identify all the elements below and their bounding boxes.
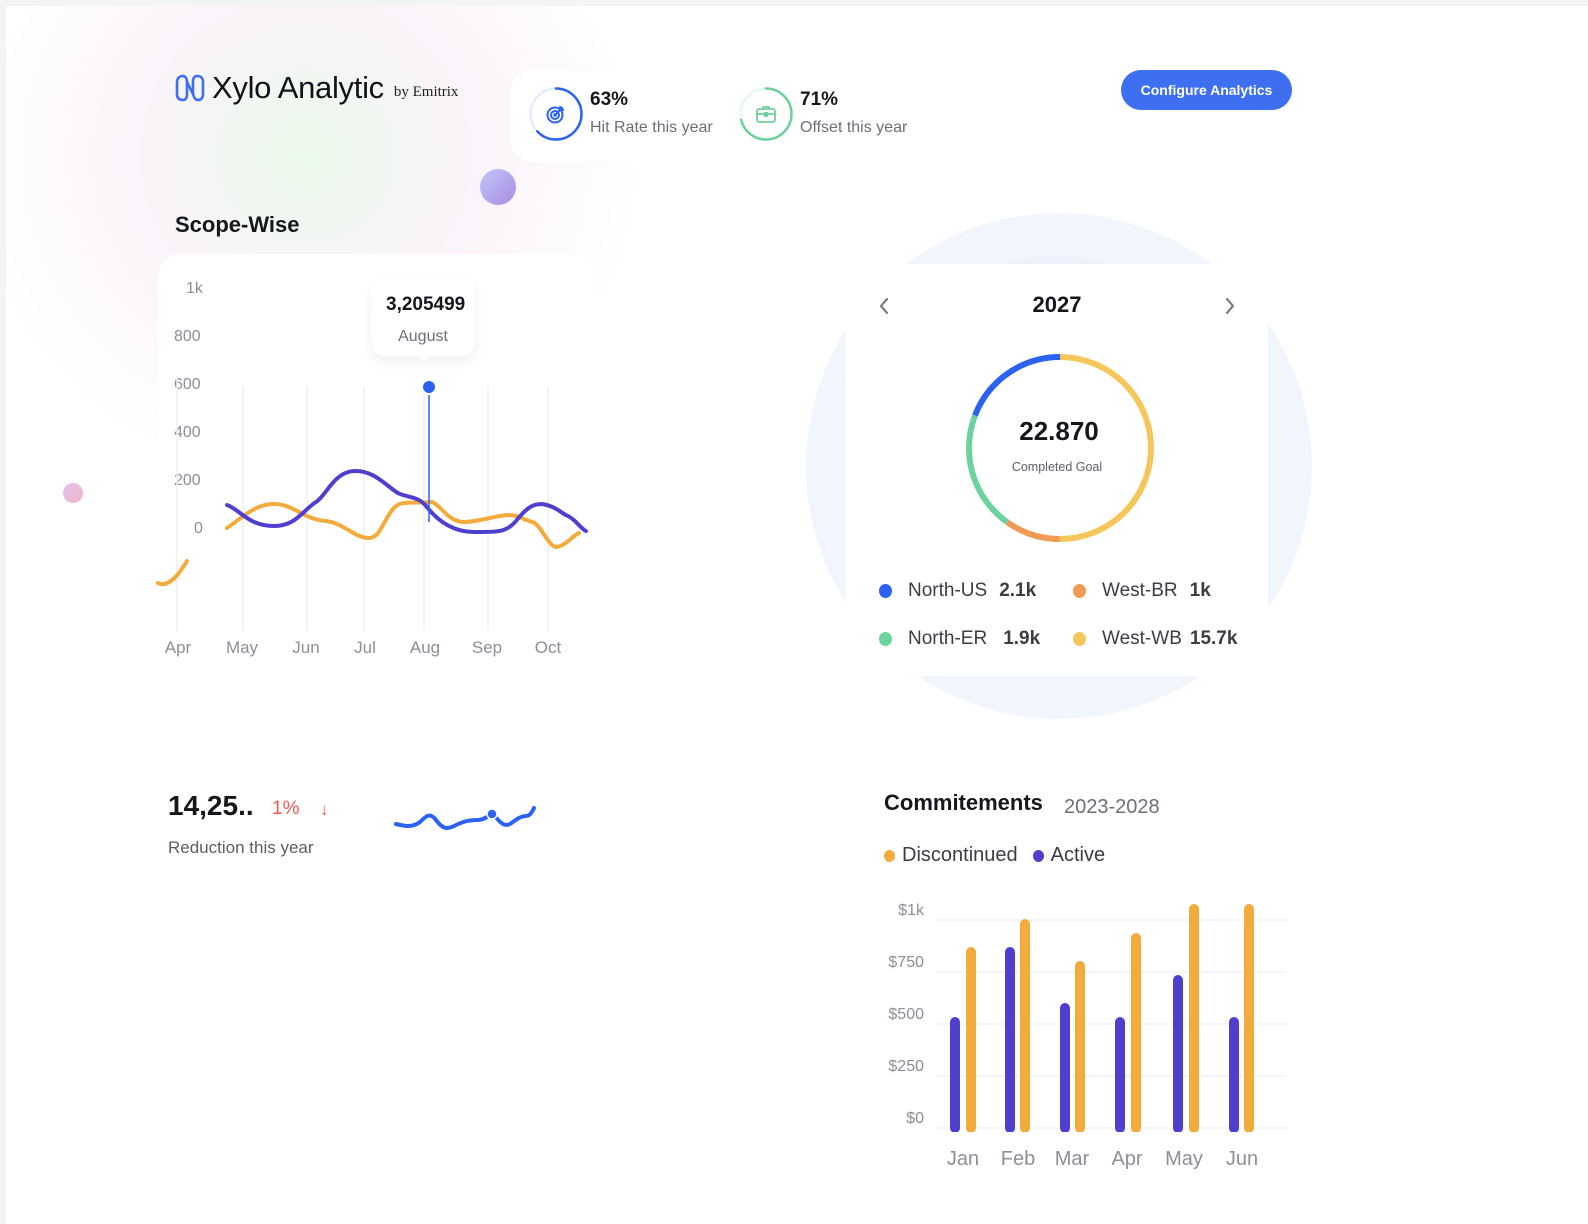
y-tick: $750	[888, 954, 924, 971]
app-title: Xylo Analytic	[212, 70, 384, 105]
y-tick: $1k	[898, 902, 924, 919]
legend-item-north-er: North-ER 1.9k	[879, 628, 1040, 650]
year-next-button[interactable]	[1216, 292, 1244, 320]
tooltip-value: 3,205499	[386, 294, 466, 315]
x-tick: Aug	[409, 638, 441, 657]
configure-analytics-button[interactable]: Configure Analytics	[1121, 70, 1292, 110]
dashboard-page: Xylo Analytic by Emitrix 63% Hit Rate	[6, 6, 1588, 1224]
y-tick: 200	[174, 472, 201, 489]
legend-dot	[879, 632, 892, 646]
x-tick: Jan	[946, 1148, 980, 1170]
app-by-label: by Emitrix	[393, 84, 459, 100]
offset-ring	[738, 86, 794, 142]
hit-rate-ring	[528, 86, 584, 142]
target-icon	[546, 104, 566, 124]
scope-wise-line-chart	[156, 376, 588, 631]
hit-rate-value: 63%	[590, 89, 629, 110]
legend-dot	[1032, 849, 1044, 862]
hit-rate-label: Hit Rate this year	[590, 119, 713, 136]
legend-dot	[1073, 584, 1086, 598]
briefcase-icon	[755, 104, 777, 124]
tooltip-label: August	[398, 328, 448, 345]
arrow-down-icon: ↓	[320, 800, 329, 819]
legend-dot	[1073, 632, 1086, 646]
legend-discontinued: Discontinued	[902, 844, 1018, 866]
legend-item-north-us: North-US 2.1k	[879, 580, 1036, 602]
y-tick: 0	[194, 520, 203, 537]
x-tick: Jun	[1225, 1148, 1259, 1170]
y-tick: $250	[888, 1058, 924, 1075]
kpi-offset: 71% Offset this year	[738, 86, 907, 142]
kpi-hit-rate: 63% Hit Rate this year	[528, 86, 713, 142]
reduction-change: 1%	[272, 798, 300, 819]
goal-card: 2027 22.870 Completed Goal North-US 2.1k…	[846, 264, 1268, 676]
y-tick: $500	[888, 1006, 924, 1023]
x-tick: Apr	[164, 638, 192, 657]
y-tick: 600	[174, 376, 201, 393]
reduction-sparkline	[394, 806, 536, 830]
app-logo: Xylo Analytic by Emitrix	[174, 70, 458, 106]
x-tick: Jul	[354, 638, 376, 657]
x-tick: Feb	[1000, 1148, 1036, 1170]
y-tick: 400	[174, 424, 201, 441]
goal-total-label: Completed Goal	[1011, 460, 1103, 474]
x-tick: May	[1165, 1148, 1203, 1170]
x-tick: Apr	[1111, 1148, 1143, 1170]
legend-dot	[884, 849, 895, 862]
x-tick: Mar	[1054, 1148, 1090, 1170]
offset-label: Offset this year	[800, 119, 908, 136]
decorative-bubble	[63, 483, 83, 503]
commitments-title: Commitements	[884, 790, 1043, 815]
commitments-range: 2023-2028	[1064, 796, 1160, 818]
reduction-label: Reduction this year	[168, 838, 314, 857]
scope-wise-title: Scope-Wise	[175, 212, 300, 237]
year-prev-button[interactable]	[870, 292, 898, 320]
year-label: 2027	[1032, 292, 1082, 317]
reduction-value: 14,25..	[168, 790, 254, 821]
x-tick: Sep	[471, 638, 503, 657]
legend-active: Active	[1050, 844, 1106, 866]
chevron-right-icon	[1225, 297, 1235, 315]
xylo-logo-icon	[174, 72, 206, 104]
kpi-card: 63% Hit Rate this year 71% Offset this y…	[510, 70, 950, 162]
decorative-bubble	[480, 169, 516, 205]
goal-donut-chart	[966, 354, 1154, 542]
y-tick: 800	[174, 328, 201, 345]
tooltip-arrow	[416, 354, 430, 361]
legend-item-west-br: West-BR 1k	[1073, 580, 1211, 602]
chevron-left-icon	[879, 297, 889, 315]
x-tick: Oct	[534, 638, 562, 657]
commitments-legend: Discontinued Active	[884, 844, 1105, 867]
commitments-bar-chart	[936, 904, 1286, 1132]
chart-tooltip: 3,205499 August	[371, 278, 475, 356]
x-tick: May	[225, 638, 259, 657]
goal-total-value: 22.870	[1019, 416, 1099, 446]
y-tick: $0	[906, 1110, 924, 1127]
y-tick: 1k	[186, 280, 203, 297]
x-tick: Jun	[292, 638, 320, 657]
legend-item-west-wb: West-WB 15.7k	[1073, 628, 1237, 650]
offset-value: 71%	[800, 89, 839, 110]
legend-dot	[879, 584, 892, 598]
